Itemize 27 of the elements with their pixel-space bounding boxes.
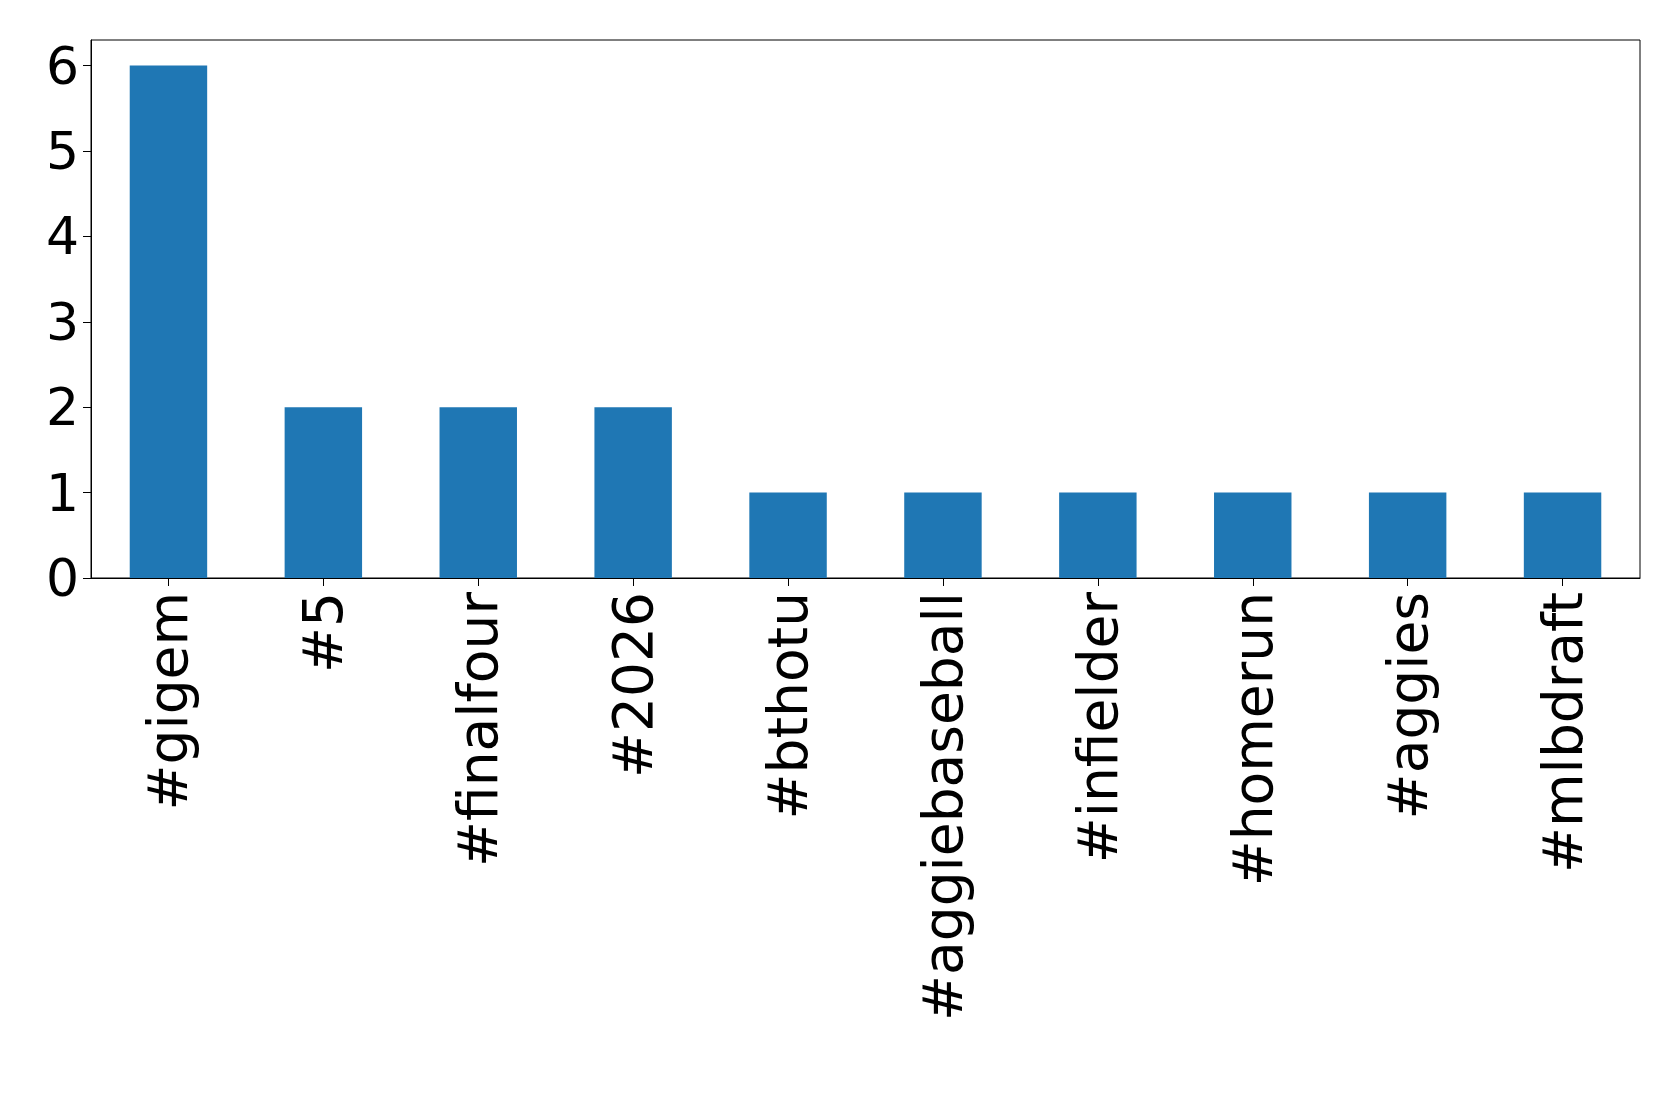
x-tick-label: #5 xyxy=(291,592,356,674)
x-tick-label: #2026 xyxy=(601,592,666,779)
y-tick-label: 4 xyxy=(45,206,79,267)
x-tick-label: #aggies xyxy=(1375,592,1440,820)
bar xyxy=(439,407,517,578)
y-tick-label: 0 xyxy=(45,548,79,608)
y-tick-label: 6 xyxy=(45,35,79,96)
bar xyxy=(1214,492,1292,578)
x-tick-label: #finalfour xyxy=(446,591,511,868)
bar xyxy=(749,492,827,578)
bar xyxy=(1368,492,1447,578)
y-tick-label: 5 xyxy=(45,121,79,182)
bar xyxy=(904,492,982,578)
y-tick-label: 3 xyxy=(45,291,79,352)
bar xyxy=(594,407,672,578)
y-tick-label: 2 xyxy=(45,377,79,438)
bar xyxy=(1059,492,1137,578)
x-tick-label: #homerun xyxy=(1220,592,1285,887)
x-tick-label: #bthotu xyxy=(756,592,821,820)
x-tick-label: #gigem xyxy=(136,592,201,811)
y-tick-label: 1 xyxy=(45,462,79,523)
bar xyxy=(1523,492,1602,578)
x-tick-label: #aggiebaseball xyxy=(910,592,975,1022)
bar xyxy=(129,65,208,578)
x-tick-label: #mlbdraft xyxy=(1530,592,1595,874)
bar xyxy=(284,407,363,578)
x-tick-label: #infielder xyxy=(1065,591,1130,864)
